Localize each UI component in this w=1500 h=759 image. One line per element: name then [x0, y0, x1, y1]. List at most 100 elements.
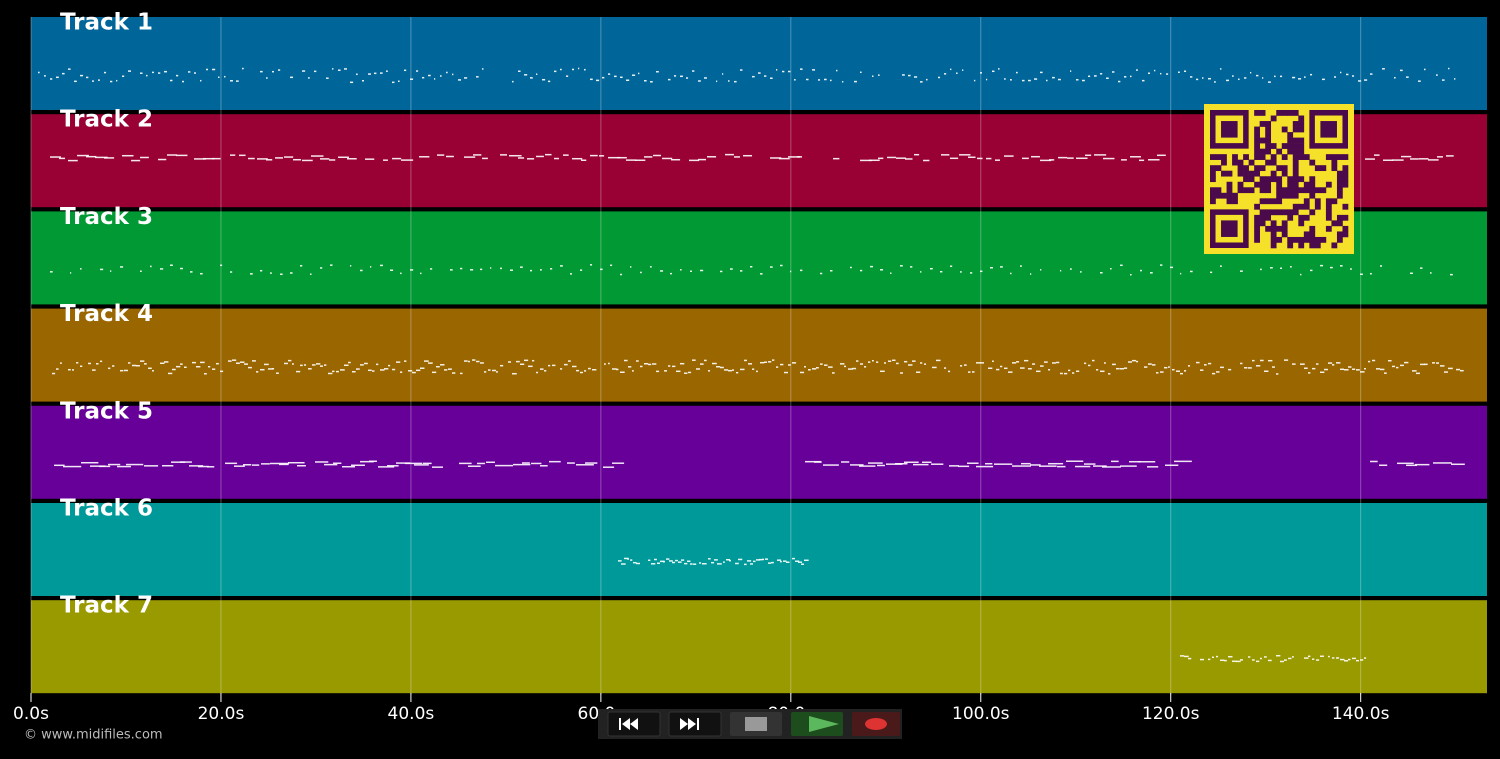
qr-module: [1320, 187, 1327, 194]
qr-module: [1265, 198, 1272, 205]
note: [1336, 657, 1340, 659]
note: [770, 266, 773, 268]
qr-module: [1303, 203, 1310, 210]
qr-module: [1314, 198, 1321, 205]
qr-module: [1298, 187, 1305, 194]
note: [1164, 366, 1168, 369]
note: [578, 67, 580, 70]
note: [628, 366, 632, 368]
note: [1112, 71, 1115, 73]
note: [776, 69, 778, 71]
qr-module: [1287, 236, 1294, 243]
note: [194, 72, 196, 74]
note: [788, 156, 801, 158]
note: [842, 81, 844, 83]
track-lane: [31, 17, 1487, 110]
note: [860, 159, 872, 162]
note: [1300, 363, 1305, 365]
play-button[interactable]: [791, 712, 843, 736]
qr-module: [1276, 236, 1283, 243]
note: [266, 159, 273, 161]
note: [548, 80, 551, 83]
note: [1320, 371, 1325, 374]
note: [913, 463, 929, 466]
note: [1364, 367, 1366, 370]
note: [110, 270, 112, 272]
note: [972, 371, 975, 373]
note: [167, 154, 177, 156]
note: [351, 464, 365, 467]
note: [1066, 460, 1084, 462]
note: [588, 367, 591, 370]
note: [98, 79, 100, 81]
qr-module: [1270, 231, 1277, 238]
note: [860, 269, 863, 272]
note: [660, 270, 664, 272]
note: [110, 80, 113, 83]
note: [458, 79, 462, 81]
note: [333, 462, 342, 464]
note: [734, 80, 737, 83]
note: [1430, 272, 1432, 274]
qr-module: [1259, 198, 1266, 205]
note: [630, 559, 633, 561]
note: [728, 369, 732, 372]
note: [1320, 264, 1324, 267]
forward-button[interactable]: [668, 711, 722, 737]
qr-module: [1314, 187, 1321, 194]
record-button[interactable]: [852, 712, 900, 736]
note: [960, 365, 963, 367]
note: [680, 75, 683, 78]
note: [308, 77, 310, 79]
note: [876, 361, 879, 363]
note: [257, 158, 268, 160]
note: [856, 360, 859, 362]
note: [716, 365, 721, 368]
note: [248, 366, 252, 369]
note: [100, 268, 104, 271]
note: [380, 264, 383, 267]
note: [850, 266, 852, 269]
note: [780, 560, 782, 563]
note: [1356, 659, 1360, 662]
note: [782, 70, 785, 73]
note: [941, 154, 950, 156]
note: [648, 363, 652, 366]
note: [170, 79, 173, 82]
qr-module: [1298, 154, 1305, 160]
stop-button[interactable]: [730, 712, 782, 736]
note: [1372, 359, 1376, 362]
note: [786, 561, 790, 563]
note: [711, 561, 715, 564]
note: [518, 70, 521, 72]
note: [1136, 69, 1138, 71]
note: [1204, 364, 1207, 366]
note: [704, 359, 707, 362]
note: [1147, 466, 1159, 468]
note: [948, 370, 951, 373]
note: [194, 158, 206, 160]
note: [762, 558, 765, 561]
note: [484, 371, 487, 373]
note: [977, 157, 983, 160]
note: [1308, 655, 1311, 658]
note: [126, 463, 144, 466]
note: [184, 366, 187, 369]
note: [707, 156, 717, 158]
qr-module: [1270, 176, 1277, 183]
qr-module: [1292, 154, 1299, 160]
qr-module: [1320, 236, 1327, 243]
note: [383, 159, 388, 161]
note: [657, 562, 660, 564]
qr-module: [1281, 154, 1288, 160]
note: [988, 367, 993, 370]
rewind-button[interactable]: [607, 711, 661, 737]
note: [380, 369, 385, 371]
note: [1344, 660, 1349, 662]
note: [844, 365, 847, 368]
note: [696, 368, 700, 370]
note: [1184, 655, 1189, 658]
qr-module: [1215, 187, 1222, 194]
note: [904, 461, 919, 464]
qr-code: [1204, 104, 1354, 254]
